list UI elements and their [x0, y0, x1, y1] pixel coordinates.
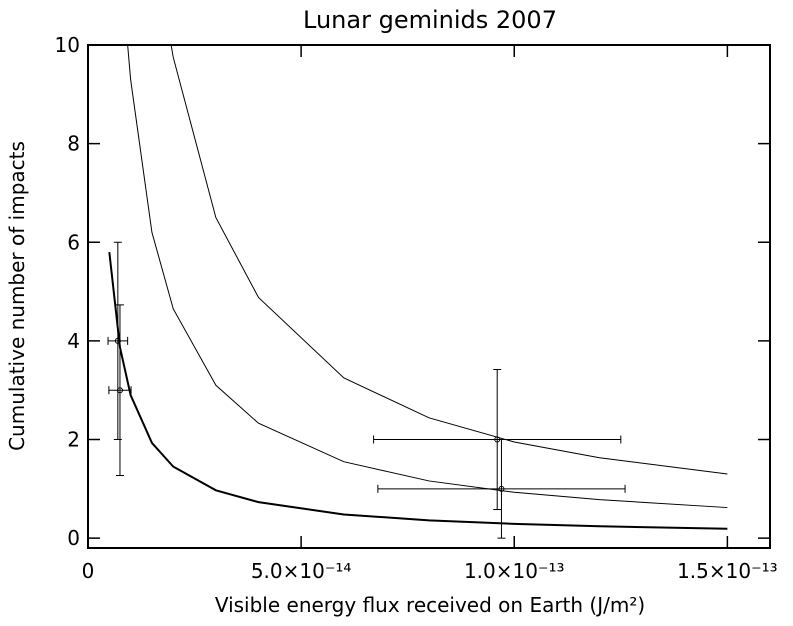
- y-tick-label: 6: [67, 230, 80, 254]
- data-point: [116, 387, 123, 394]
- data-point: [498, 485, 505, 492]
- x-tick-label: 0: [82, 559, 95, 583]
- y-tick-label: 0: [67, 526, 80, 550]
- x-axis-label: Visible energy flux received on Earth (J…: [215, 593, 645, 617]
- y-axis-label: Cumulative number of impacts: [5, 141, 29, 451]
- y-tick-label: 4: [67, 329, 80, 353]
- y-tick-label: 8: [67, 132, 80, 156]
- y-tick-label: 2: [67, 428, 80, 452]
- x-tick-label: 1.0×10⁻¹³: [464, 559, 565, 583]
- x-tick-label: 1.5×10⁻¹³: [677, 559, 778, 583]
- curve: [108, 252, 728, 530]
- y-tick-label: 10: [55, 33, 80, 57]
- x-tick-label: 5.0×10⁻¹⁴: [251, 559, 352, 583]
- curve: [127, 44, 728, 509]
- curve: [170, 44, 728, 475]
- chart-title: Lunar geminids 2007: [303, 6, 557, 34]
- plot-frame: [87, 44, 771, 549]
